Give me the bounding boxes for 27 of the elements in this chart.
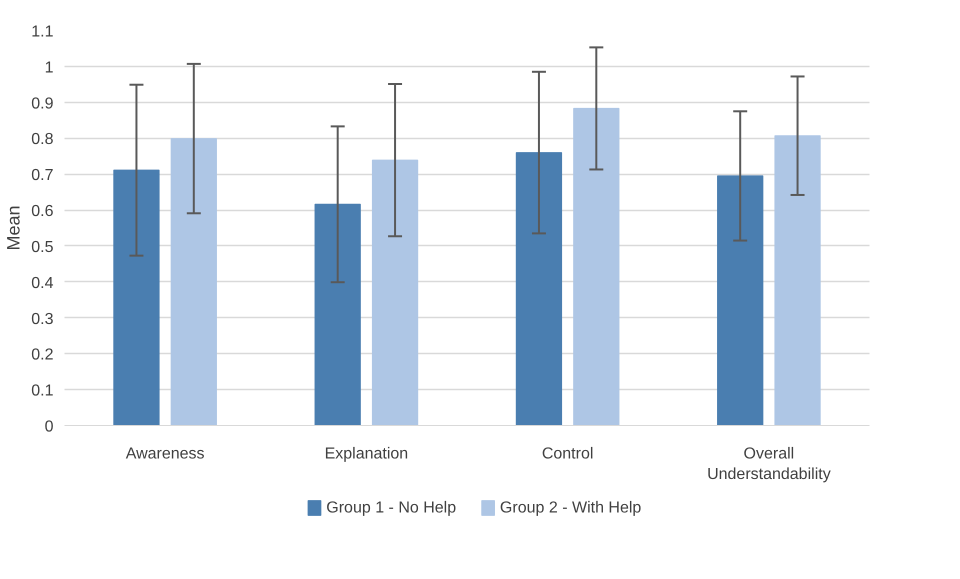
bar xyxy=(170,138,217,426)
bar xyxy=(573,108,620,426)
x-tick-label: Control xyxy=(542,446,594,462)
y-tick-label: 0.9 xyxy=(31,95,54,112)
bar xyxy=(774,135,821,426)
y-tick-label: 0.2 xyxy=(31,346,54,364)
bar xyxy=(314,204,361,426)
legend-label: Group 1 - No Help xyxy=(326,500,456,516)
y-tick-label: 0.3 xyxy=(31,310,54,328)
y-axis-title: Mean xyxy=(3,205,24,251)
y-tick-label: 1 xyxy=(44,59,54,76)
y-tick-label: 0.6 xyxy=(31,203,54,220)
y-tick-label: 1.1 xyxy=(31,24,54,40)
x-tick-label: Explanation xyxy=(324,446,408,462)
legend-label: Group 2 - With Help xyxy=(500,500,642,516)
y-tick-label: 0.7 xyxy=(31,167,54,184)
bar xyxy=(717,175,764,426)
x-tick-label: Awareness xyxy=(126,446,205,462)
y-tick-label: 0 xyxy=(44,418,54,436)
y-tick-label: 0.4 xyxy=(31,274,54,292)
bar xyxy=(113,170,160,426)
x-tick-label: Overall Understandability xyxy=(707,446,831,483)
bar xyxy=(516,152,562,426)
bar xyxy=(372,160,418,426)
y-tick-label: 0.5 xyxy=(31,238,54,256)
y-tick-label: 0.8 xyxy=(31,131,54,148)
y-tick-label: 0.1 xyxy=(31,382,54,400)
